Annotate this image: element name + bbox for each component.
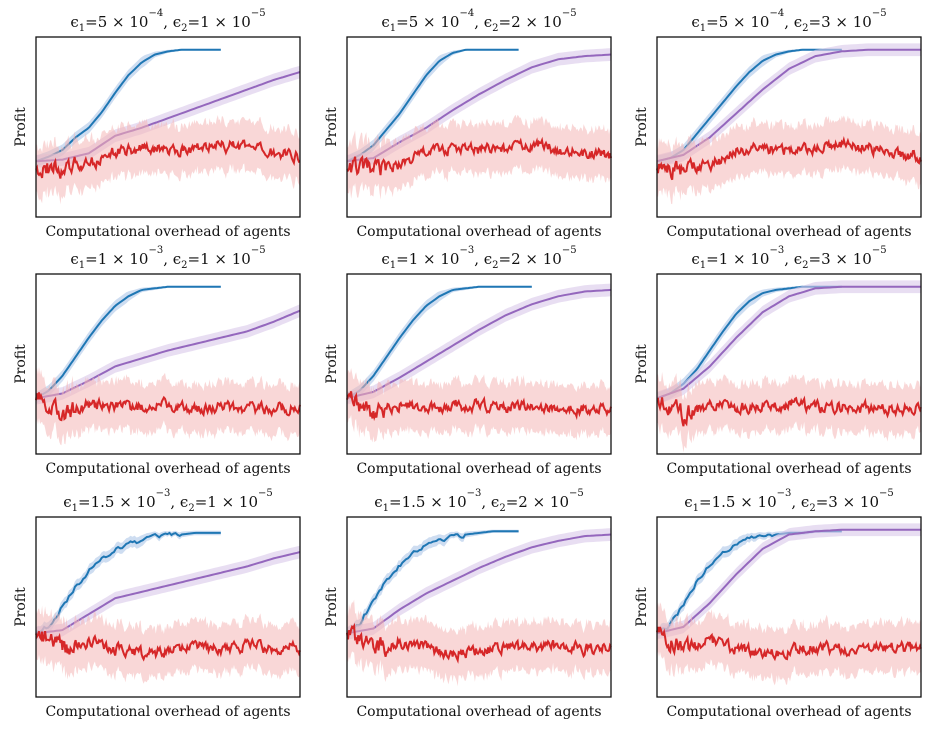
subplot-4: ϵ1=1 × 10−3, ϵ2=1 × 10−5 Profit Computatio… xyxy=(13,245,301,477)
blue-band xyxy=(657,529,842,639)
red-band xyxy=(657,115,921,205)
subplot-title: ϵ1=1.5 × 10−3, ϵ2=2 × 10−5 xyxy=(374,488,584,514)
red-series-line xyxy=(656,626,922,662)
plot-frame xyxy=(35,36,301,218)
y-axis-label: Profit xyxy=(13,587,29,627)
red-band xyxy=(347,599,611,687)
y-axis-label: Profit xyxy=(324,587,340,627)
blue-series-line xyxy=(346,530,519,635)
red-series-line xyxy=(346,136,612,176)
purple-series-line xyxy=(656,528,921,635)
x-axis-label: Computational overhead of agents xyxy=(45,461,290,477)
x-axis-label: Computational overhead of agents xyxy=(356,461,601,477)
x-axis-label: Computational overhead of agents xyxy=(666,704,911,720)
plot-frame xyxy=(35,273,301,455)
subplot-8: ϵ1=1.5 × 10−3, ϵ2=2 × 10−5 Profit Computat… xyxy=(324,488,612,720)
subplot-title: ϵ1=5 × 10−4, ϵ2=3 × 10−5 xyxy=(691,8,886,34)
plot-frame xyxy=(656,516,922,698)
red-band xyxy=(36,115,300,205)
red-band xyxy=(657,371,921,453)
subplot-title: ϵ1=1 × 10−3, ϵ2=2 × 10−5 xyxy=(381,245,576,271)
red-series-line xyxy=(35,630,301,662)
red-band xyxy=(36,605,300,684)
x-axis-label: Computational overhead of agents xyxy=(666,461,911,477)
y-axis-label: Profit xyxy=(634,587,650,627)
plot-frame xyxy=(35,516,301,698)
blue-series-line xyxy=(346,285,532,400)
subplot-title: ϵ1=1.5 × 10−3, ϵ2=3 × 10−5 xyxy=(684,488,894,514)
subplot-2: ϵ1=5 × 10−4, ϵ2=2 × 10−5 Profit Computatio… xyxy=(324,8,612,240)
red-series-line xyxy=(656,395,922,427)
purple-series-line xyxy=(346,533,612,635)
subplot-title: ϵ1=5 × 10−4, ϵ2=2 × 10−5 xyxy=(381,8,576,34)
plot-frame xyxy=(346,516,612,698)
y-axis-label: Profit xyxy=(324,107,340,147)
blue-band xyxy=(36,48,221,167)
subplot-3: ϵ1=5 × 10−4, ϵ2=3 × 10−5 Profit Computatio… xyxy=(634,8,922,240)
x-axis-label: Computational overhead of agents xyxy=(45,224,290,240)
y-axis-label: Profit xyxy=(324,344,340,384)
y-axis-label: Profit xyxy=(634,344,650,384)
subplot-title: ϵ1=1.5 × 10−3, ϵ2=1 × 10−5 xyxy=(63,488,273,514)
subplot-title: ϵ1=1 × 10−3, ϵ2=1 × 10−5 xyxy=(70,245,265,271)
y-axis-label: Profit xyxy=(634,107,650,147)
plot-frame xyxy=(346,36,612,218)
subplot-1: ϵ1=5 × 10−4, ϵ2=1 × 10−5 Profit Computatio… xyxy=(13,8,301,240)
purple-band xyxy=(347,283,611,405)
red-series-line xyxy=(656,135,922,181)
red-band xyxy=(657,602,921,686)
red-series-line xyxy=(35,139,301,179)
purple-series-line xyxy=(346,288,612,400)
red-series-line xyxy=(346,391,612,422)
blue-series-line xyxy=(35,531,221,635)
subplot-title: ϵ1=5 × 10−4, ϵ2=1 × 10−5 xyxy=(70,8,265,34)
purple-series-line xyxy=(656,285,921,400)
subplot-9: ϵ1=1.5 × 10−3, ϵ2=3 × 10−5 Profit Computat… xyxy=(634,488,922,720)
subplot-5: ϵ1=1 × 10−3, ϵ2=2 × 10−5 Profit Computatio… xyxy=(324,245,612,477)
y-axis-label: Profit xyxy=(13,344,29,384)
plot-frame xyxy=(346,273,612,455)
purple-series-line xyxy=(35,551,301,635)
blue-band xyxy=(347,529,519,639)
subplot-7: ϵ1=1.5 × 10−3, ϵ2=1 × 10−5 Profit Computat… xyxy=(13,488,301,720)
x-axis-label: Computational overhead of agents xyxy=(356,704,601,720)
x-axis-label: Computational overhead of agents xyxy=(45,704,290,720)
red-series-line xyxy=(35,392,301,422)
purple-series-line xyxy=(35,309,301,400)
blue-series-line xyxy=(35,285,221,400)
subplot-6: ϵ1=1 × 10−3, ϵ2=3 × 10−5 Profit Computatio… xyxy=(634,245,922,477)
red-band xyxy=(347,114,611,200)
purple-band xyxy=(657,280,921,405)
x-axis-label: Computational overhead of agents xyxy=(666,224,911,240)
y-axis-label: Profit xyxy=(13,107,29,147)
subplot-title: ϵ1=1 × 10−3, ϵ2=3 × 10−5 xyxy=(691,245,886,271)
x-axis-label: Computational overhead of agents xyxy=(356,224,601,240)
plot-frame xyxy=(656,273,922,455)
red-series-line xyxy=(346,622,612,664)
plot-frame xyxy=(656,36,922,218)
purple-band xyxy=(36,304,300,405)
blue-series-line xyxy=(656,530,842,635)
